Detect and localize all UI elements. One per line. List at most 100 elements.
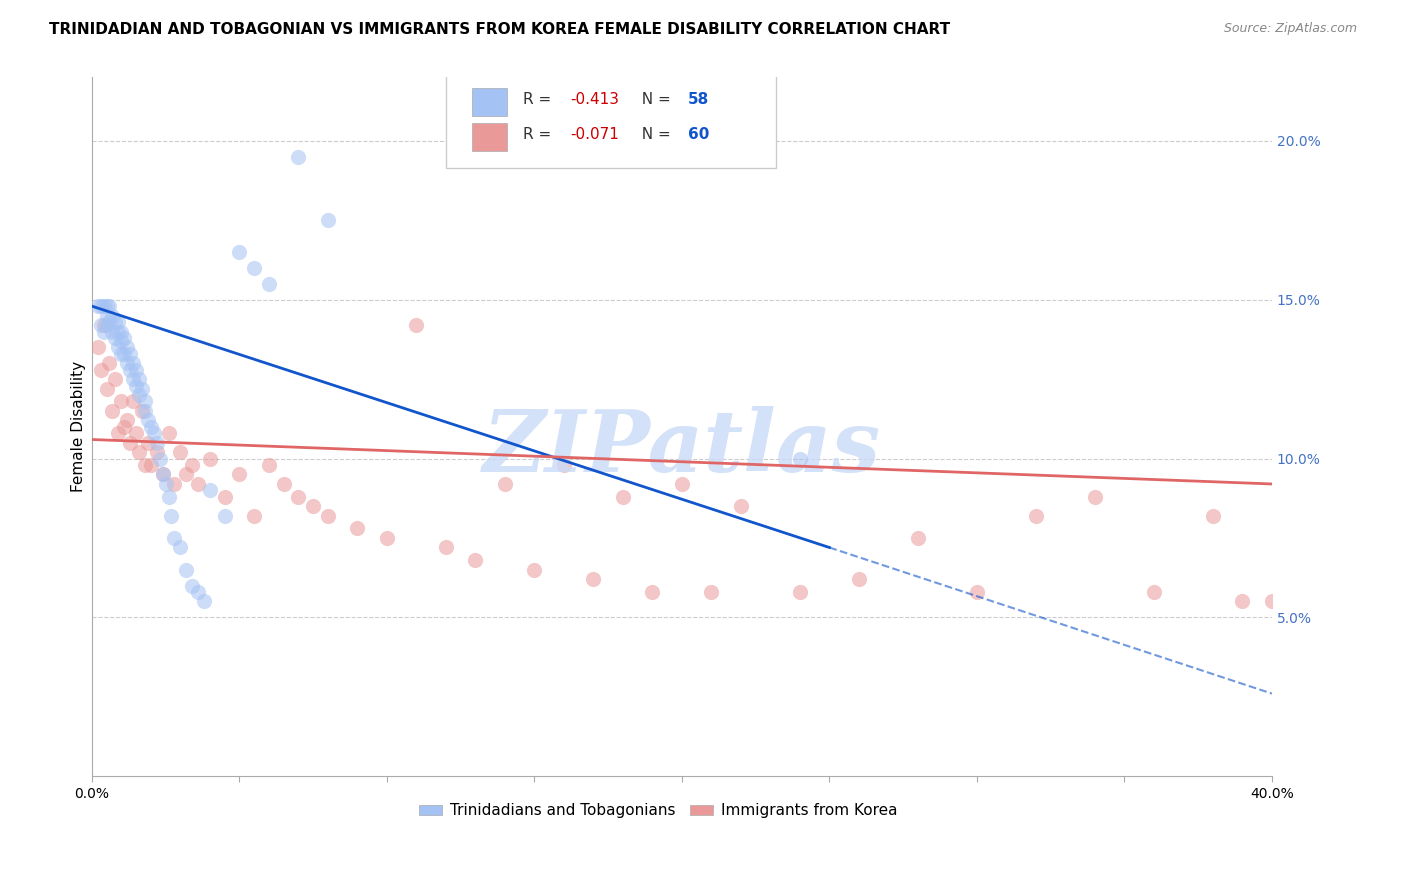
Point <box>316 213 339 227</box>
Point <box>112 347 135 361</box>
Point <box>612 490 634 504</box>
Point <box>115 340 138 354</box>
Point <box>145 435 167 450</box>
Point <box>789 451 811 466</box>
Point <box>243 508 266 523</box>
Point <box>101 325 124 339</box>
Point <box>120 362 142 376</box>
Point <box>101 404 124 418</box>
Point <box>131 404 153 418</box>
Point <box>90 362 112 376</box>
Point <box>193 594 215 608</box>
Point <box>120 347 142 361</box>
Text: 58: 58 <box>688 92 709 107</box>
Point <box>1232 594 1254 608</box>
Point <box>96 309 118 323</box>
Point <box>789 585 811 599</box>
Point <box>273 477 295 491</box>
Point <box>181 579 204 593</box>
Point <box>96 382 118 396</box>
Text: N =: N = <box>633 128 676 142</box>
Bar <box>472 123 508 151</box>
Point <box>128 372 150 386</box>
Point <box>169 445 191 459</box>
Point <box>90 318 112 333</box>
Text: Source: ZipAtlas.com: Source: ZipAtlas.com <box>1223 22 1357 36</box>
Point <box>671 477 693 491</box>
Point <box>187 585 209 599</box>
Bar <box>472 88 508 116</box>
Point <box>187 477 209 491</box>
Point <box>907 531 929 545</box>
Point <box>848 572 870 586</box>
Point <box>346 521 368 535</box>
Point <box>149 451 172 466</box>
Point <box>115 356 138 370</box>
Point <box>134 458 156 472</box>
Point <box>700 585 723 599</box>
Point <box>98 356 121 370</box>
Point <box>136 413 159 427</box>
Point <box>110 334 132 348</box>
Point <box>523 563 546 577</box>
Point <box>112 419 135 434</box>
Point <box>93 299 115 313</box>
Point <box>157 426 180 441</box>
Point <box>375 531 398 545</box>
Point <box>110 347 132 361</box>
Point <box>1261 594 1284 608</box>
Point <box>157 490 180 504</box>
Point <box>131 382 153 396</box>
Point <box>122 372 145 386</box>
Point <box>98 315 121 329</box>
Point <box>152 467 174 482</box>
Point <box>730 499 752 513</box>
Point <box>93 318 115 333</box>
Point <box>405 318 427 333</box>
Point <box>98 299 121 313</box>
Point <box>641 585 664 599</box>
Point <box>174 467 197 482</box>
Point <box>115 413 138 427</box>
Point <box>243 260 266 275</box>
Point <box>125 378 148 392</box>
Point <box>104 331 127 345</box>
Point <box>96 318 118 333</box>
Point <box>104 315 127 329</box>
Point <box>160 508 183 523</box>
Text: -0.413: -0.413 <box>569 92 619 107</box>
Point <box>155 477 177 491</box>
Text: R =: R = <box>523 128 555 142</box>
Point <box>107 315 129 329</box>
Point <box>553 458 575 472</box>
Point <box>86 299 108 313</box>
Point <box>257 277 280 291</box>
Point <box>128 388 150 402</box>
Point <box>110 394 132 409</box>
Point <box>198 483 221 498</box>
Point <box>181 458 204 472</box>
Text: -0.071: -0.071 <box>569 128 619 142</box>
Text: R =: R = <box>523 92 555 107</box>
Point <box>169 541 191 555</box>
Point <box>228 467 250 482</box>
Point <box>122 356 145 370</box>
Point <box>93 325 115 339</box>
Text: N =: N = <box>633 92 676 107</box>
Point <box>257 458 280 472</box>
Point <box>125 362 148 376</box>
Point <box>122 394 145 409</box>
Point <box>134 394 156 409</box>
Point <box>494 477 516 491</box>
Point <box>152 467 174 482</box>
Point <box>112 331 135 345</box>
Point <box>139 419 162 434</box>
Point <box>464 553 486 567</box>
Y-axis label: Female Disability: Female Disability <box>72 361 86 492</box>
Point <box>214 490 236 504</box>
Point <box>163 477 186 491</box>
Point <box>107 325 129 339</box>
Point <box>1202 508 1225 523</box>
Point <box>110 325 132 339</box>
Point <box>96 299 118 313</box>
